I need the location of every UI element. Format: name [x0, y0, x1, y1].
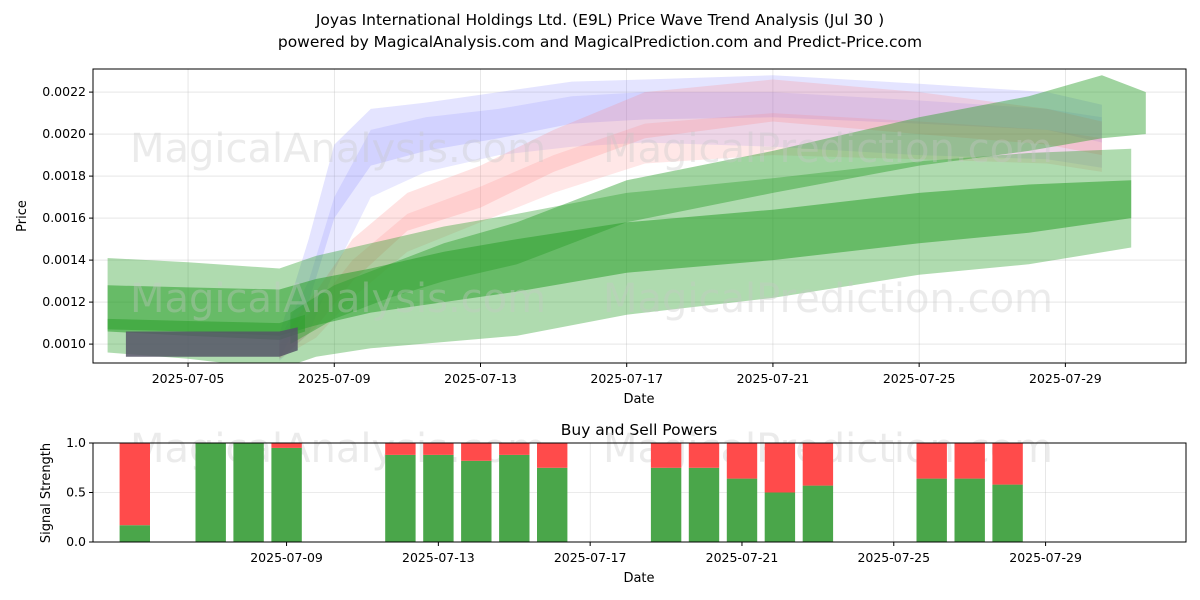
- band-green-band-lower: [107, 180, 1132, 336]
- sell-bar: [688, 443, 720, 468]
- buy-bar: [650, 467, 682, 543]
- buy-bar: [726, 478, 758, 542]
- buy-bar: [992, 484, 1023, 542]
- buy-sell-y-tick-label: 0.0: [66, 534, 86, 549]
- price-x-axis-label: Date: [623, 392, 654, 407]
- buy-sell-x-tick-label: 2025-07-17: [554, 550, 627, 565]
- chart-title-line-1: Joyas International Holdings Ltd. (E9L) …: [315, 11, 884, 29]
- price-plot-frame: [92, 68, 1187, 364]
- band-red-wave-1: [279, 79, 1102, 359]
- buy-sell-x-axis-label: Date: [623, 571, 654, 586]
- band-red-wave-2: [279, 113, 1102, 359]
- sell-bar: [992, 443, 1023, 485]
- buy-bar: [385, 454, 416, 542]
- band-blue-wave-1: [279, 75, 1102, 359]
- price-gridlines: [93, 69, 1186, 363]
- buy-sell-y-tick-label: 0.5: [66, 485, 86, 500]
- buy-bar: [195, 443, 226, 542]
- sell-bar: [537, 443, 568, 468]
- band-dark-history: [125, 327, 298, 357]
- buy-sell-y-axis-label: Signal Strength: [39, 443, 54, 543]
- price-y-tick-label: 0.0010: [42, 336, 86, 351]
- price-x-tick-label: 2025-07-29: [1029, 371, 1102, 386]
- price-y-tick-label: 0.0014: [42, 252, 86, 267]
- watermark-prediction-2: MagicalPrediction.com: [603, 276, 1053, 322]
- buy-sell-panel: Buy and Sell Powers MagicalAnalysis.com …: [39, 421, 1187, 586]
- sell-bar: [119, 443, 150, 526]
- buy-bar: [802, 485, 834, 542]
- buy-sell-x-tick-label: 2025-07-25: [857, 550, 930, 565]
- watermark-analysis-2: MagicalAnalysis.com: [130, 276, 546, 322]
- price-y-tick-label: 0.0022: [42, 84, 86, 99]
- price-y-tick-label: 0.0012: [42, 294, 86, 309]
- watermark-prediction-1: MagicalPrediction.com: [603, 126, 1053, 172]
- sell-bar: [650, 443, 682, 468]
- chart-title-line-2: powered by MagicalAnalysis.com and Magic…: [278, 33, 922, 51]
- price-x-tick-label: 2025-07-05: [152, 371, 225, 386]
- sell-bar: [499, 443, 530, 455]
- buy-sell-title: Buy and Sell Powers: [561, 421, 718, 439]
- sell-bar: [726, 443, 758, 479]
- watermark-analysis-1: MagicalAnalysis.com: [130, 126, 546, 172]
- price-x-tick-label: 2025-07-09: [298, 371, 371, 386]
- price-x-tick-label: 2025-07-25: [883, 371, 956, 386]
- sell-bar: [423, 443, 454, 455]
- price-x-tick-label: 2025-07-17: [590, 371, 663, 386]
- sell-bar: [802, 443, 834, 486]
- buy-bar: [499, 454, 530, 542]
- buy-sell-x-tick-label: 2025-07-09: [250, 550, 323, 565]
- price-axis-ticks: 2025-07-05 2025-07-09 2025-07-13 2025-07-17…: [42, 84, 1101, 386]
- buy-bar: [764, 492, 796, 542]
- band-green-band-upper: [290, 75, 1146, 345]
- price-y-tick-label: 0.0018: [42, 168, 86, 183]
- buy-bar: [423, 454, 454, 542]
- price-y-axis-label: Price: [15, 200, 30, 232]
- sell-bar: [916, 443, 947, 479]
- price-y-tick-label: 0.0020: [42, 126, 86, 141]
- sell-bar: [954, 443, 985, 479]
- sell-bar: [271, 443, 302, 448]
- buy-sell-x-tick-label: 2025-07-21: [706, 550, 779, 565]
- price-wave-panel: MagicalAnalysis.com MagicalPrediction.co…: [15, 68, 1187, 407]
- price-y-tick-label: 0.0016: [42, 210, 86, 225]
- buy-sell-y-tick-label: 1.0: [66, 435, 86, 450]
- buy-bar: [954, 478, 985, 542]
- buy-sell-axis-ticks: 2025-07-09 2025-07-13 2025-07-17 2025-07-21…: [66, 435, 1082, 565]
- buy-sell-bars: [119, 443, 1023, 543]
- buy-bar: [233, 443, 264, 542]
- price-wave-bands: [107, 75, 1146, 363]
- sell-bar: [764, 443, 796, 493]
- buy-bar: [537, 467, 568, 543]
- price-x-tick-label: 2025-07-13: [444, 371, 517, 386]
- buy-sell-x-tick-label: 2025-07-29: [1009, 550, 1082, 565]
- price-x-tick-label: 2025-07-21: [737, 371, 810, 386]
- buy-bar: [271, 447, 302, 542]
- buy-bar: [916, 478, 947, 542]
- buy-bar: [119, 525, 150, 542]
- buy-bar: [461, 460, 492, 542]
- band-blue-wave-2: [279, 92, 1102, 361]
- sell-bar: [385, 443, 416, 455]
- buy-bar: [688, 467, 720, 543]
- sell-bar: [461, 443, 492, 461]
- price-watermarks: MagicalAnalysis.com MagicalPrediction.co…: [130, 126, 1053, 322]
- buy-sell-x-tick-label: 2025-07-13: [402, 550, 475, 565]
